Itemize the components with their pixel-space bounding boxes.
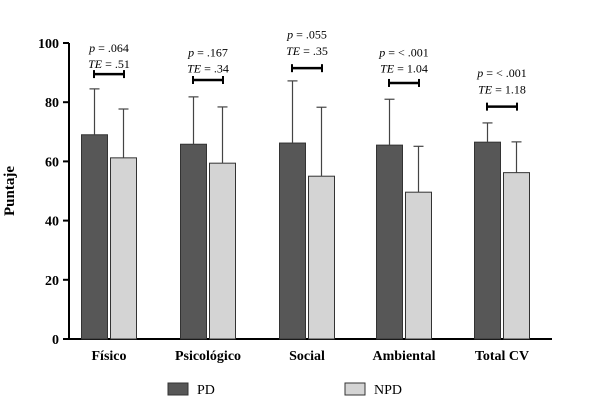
te-label: TE <box>88 57 103 71</box>
bar-pd <box>279 142 306 340</box>
p-label: p <box>378 45 385 59</box>
bar-pd <box>180 143 207 340</box>
significance-annotation: p = < .001 TE = 1.18 <box>476 66 527 111</box>
significance-annotation: p = .055 TE = .35 <box>286 28 328 73</box>
y-tick-label: 0 <box>52 333 59 348</box>
p-value: = .064 <box>95 41 129 55</box>
significance-annotation: p = < .001 TE = 1.04 <box>378 45 429 87</box>
bar-npd <box>110 157 137 340</box>
significance-annotation: p = .167 TE = .34 <box>187 45 229 84</box>
te-label: TE <box>286 44 301 58</box>
x-tick-label: Total CV <box>475 349 529 364</box>
legend-label-npd: NPD <box>374 383 402 398</box>
te-value-label: TE = 1.04 <box>380 62 428 76</box>
y-tick-label: 20 <box>45 274 59 289</box>
p-value-label: p = .167 <box>187 45 228 59</box>
te-label: TE <box>187 62 202 76</box>
p-label: p <box>286 28 293 42</box>
p-label: p <box>187 45 194 59</box>
te-value-label: TE = .51 <box>88 57 130 71</box>
te-value-label: TE = .34 <box>187 62 229 76</box>
x-tick-label: Ambiental <box>373 349 436 364</box>
x-tick-label: Social <box>289 349 325 364</box>
bar-npd <box>405 191 432 340</box>
bar-pd <box>474 141 501 340</box>
p-value: = .167 <box>194 45 228 59</box>
bar-npd <box>503 172 530 340</box>
p-value: = < .001 <box>483 66 527 80</box>
x-tick-label: Físico <box>92 349 127 364</box>
p-value-label: p = .055 <box>286 28 327 42</box>
p-value-label: p = < .001 <box>476 66 527 80</box>
te-value: = .34 <box>201 62 229 76</box>
y-tick-label: 40 <box>45 215 59 230</box>
legend-swatch-pd <box>167 382 189 396</box>
te-value: = .51 <box>102 57 130 71</box>
p-value: = .055 <box>293 28 327 42</box>
te-value: = .35 <box>300 44 328 58</box>
te-value-label: TE = 1.18 <box>478 82 526 96</box>
significance-annotation: p = .064 TE = .51 <box>88 41 130 79</box>
bar-pd <box>376 144 403 340</box>
y-tick-label: 100 <box>38 37 59 52</box>
p-value: = < .001 <box>385 45 429 59</box>
bar-pd <box>81 134 108 340</box>
y-tick-label: 60 <box>45 155 59 170</box>
y-tick-label: 80 <box>45 96 59 111</box>
bar-npd <box>209 162 236 340</box>
p-label: p <box>88 41 95 55</box>
te-value-label: TE = .35 <box>286 44 328 58</box>
legend-label-pd: PD <box>197 383 215 398</box>
te-label: TE <box>478 82 493 96</box>
p-value-label: p = < .001 <box>378 45 429 59</box>
bar-npd <box>308 175 335 340</box>
te-label: TE <box>380 62 395 76</box>
p-value-label: p = .064 <box>88 41 129 55</box>
legend-swatch-npd <box>344 382 366 396</box>
p-label: p <box>476 66 483 80</box>
te-value: = 1.04 <box>394 62 428 76</box>
te-value: = 1.18 <box>492 82 526 96</box>
y-axis-label: Puntaje <box>2 166 18 216</box>
x-tick-label: Psicológico <box>175 349 241 364</box>
